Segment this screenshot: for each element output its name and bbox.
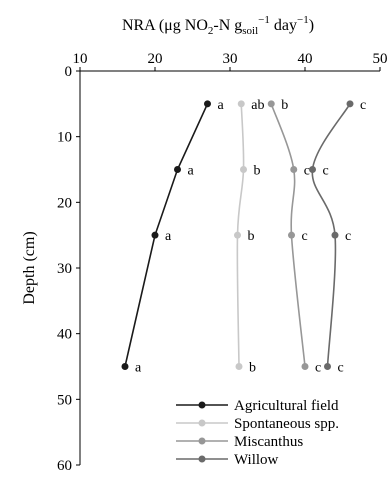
significance-letter: ab: [251, 98, 264, 113]
legend-swatch-marker: [198, 455, 206, 463]
significance-letter: c: [360, 98, 366, 113]
x-tick-label: 40: [298, 51, 313, 67]
x-axis-title-part: NRA (μg NO: [122, 17, 208, 34]
significance-letter: c: [323, 164, 329, 179]
significance-letter: b: [281, 98, 288, 113]
x-tick-label: 10: [73, 51, 88, 67]
data-point: [204, 100, 211, 108]
legend-label: Willow: [234, 452, 279, 468]
x-tick-label: 50: [373, 51, 388, 67]
data-point: [324, 363, 331, 370]
series-0: a a a a: [121, 98, 225, 376]
legend-item: Agricultural field: [176, 398, 339, 414]
significance-letter: c: [304, 164, 310, 179]
series-line: [270, 103, 306, 367]
legend-label: Miscanthus: [234, 434, 303, 450]
y-tick-label: 50: [57, 392, 72, 408]
legend-label: Spontaneous spp.: [234, 416, 339, 432]
series-1: ab b b b: [234, 98, 264, 376]
significance-letter: a: [188, 164, 195, 179]
series-2: b c c c: [267, 98, 321, 376]
significance-letter: c: [345, 229, 351, 244]
data-point: [301, 363, 309, 370]
legend-item: Miscanthus: [176, 434, 303, 450]
series-3: c c c c: [309, 98, 366, 376]
significance-letter: a: [165, 229, 172, 244]
data-point: [288, 231, 295, 239]
significance-letter: b: [254, 164, 261, 179]
y-tick-label: 0: [65, 64, 73, 80]
x-axis-title-part: -N g: [213, 17, 242, 34]
significance-letter: c: [315, 361, 321, 376]
data-point: [235, 363, 243, 370]
data-point: [121, 363, 129, 370]
data-point: [309, 166, 316, 173]
y-tick-label: 20: [57, 195, 72, 211]
x-axis-title-part: day: [270, 17, 297, 34]
significance-letter: c: [302, 229, 308, 244]
y-axis-title: Depth (cm): [21, 231, 38, 304]
legend-swatch-marker: [198, 419, 206, 427]
y-tick-label: 60: [57, 458, 72, 474]
series-line: [311, 103, 351, 367]
legend-item: Willow: [176, 452, 279, 468]
data-point: [174, 166, 181, 173]
significance-letter: c: [338, 361, 344, 376]
x-axis-title: NRA (μg NO2-N gsoil−1 day−1): [122, 14, 314, 37]
y-tick-label: 30: [57, 261, 72, 277]
x-axis-title-part: ): [309, 17, 314, 34]
x-axis-title-part: −1: [297, 14, 309, 26]
legend-swatch-marker: [198, 437, 206, 445]
legend-label: Agricultural field: [234, 398, 339, 414]
legend: Agricultural field Spontaneous spp. Miscan…: [176, 398, 339, 468]
legend-item: Spontaneous spp.: [176, 416, 339, 432]
data-point: [237, 100, 245, 108]
significance-letter: b: [248, 229, 255, 244]
series-line: [124, 103, 209, 367]
data-point: [290, 166, 298, 173]
data-point: [151, 231, 159, 239]
data-point: [346, 100, 354, 108]
data-point: [234, 231, 241, 239]
data-point: [331, 231, 339, 239]
significance-letter: a: [218, 98, 225, 113]
y-tick-label: 10: [57, 130, 72, 146]
significance-letter: a: [135, 361, 142, 376]
x-tick-label: 20: [148, 51, 163, 67]
significance-letter: b: [249, 361, 256, 376]
x-axis-title-part: −1: [258, 14, 270, 26]
x-tick-label: 30: [223, 51, 238, 67]
x-axis-title-part: 2: [208, 25, 214, 37]
data-point: [267, 100, 275, 108]
series-line: [236, 103, 245, 367]
x-axis-title-part: soil: [242, 25, 258, 37]
legend-swatch-marker: [198, 401, 206, 409]
y-tick-label: 40: [57, 327, 72, 343]
data-point: [240, 166, 247, 173]
